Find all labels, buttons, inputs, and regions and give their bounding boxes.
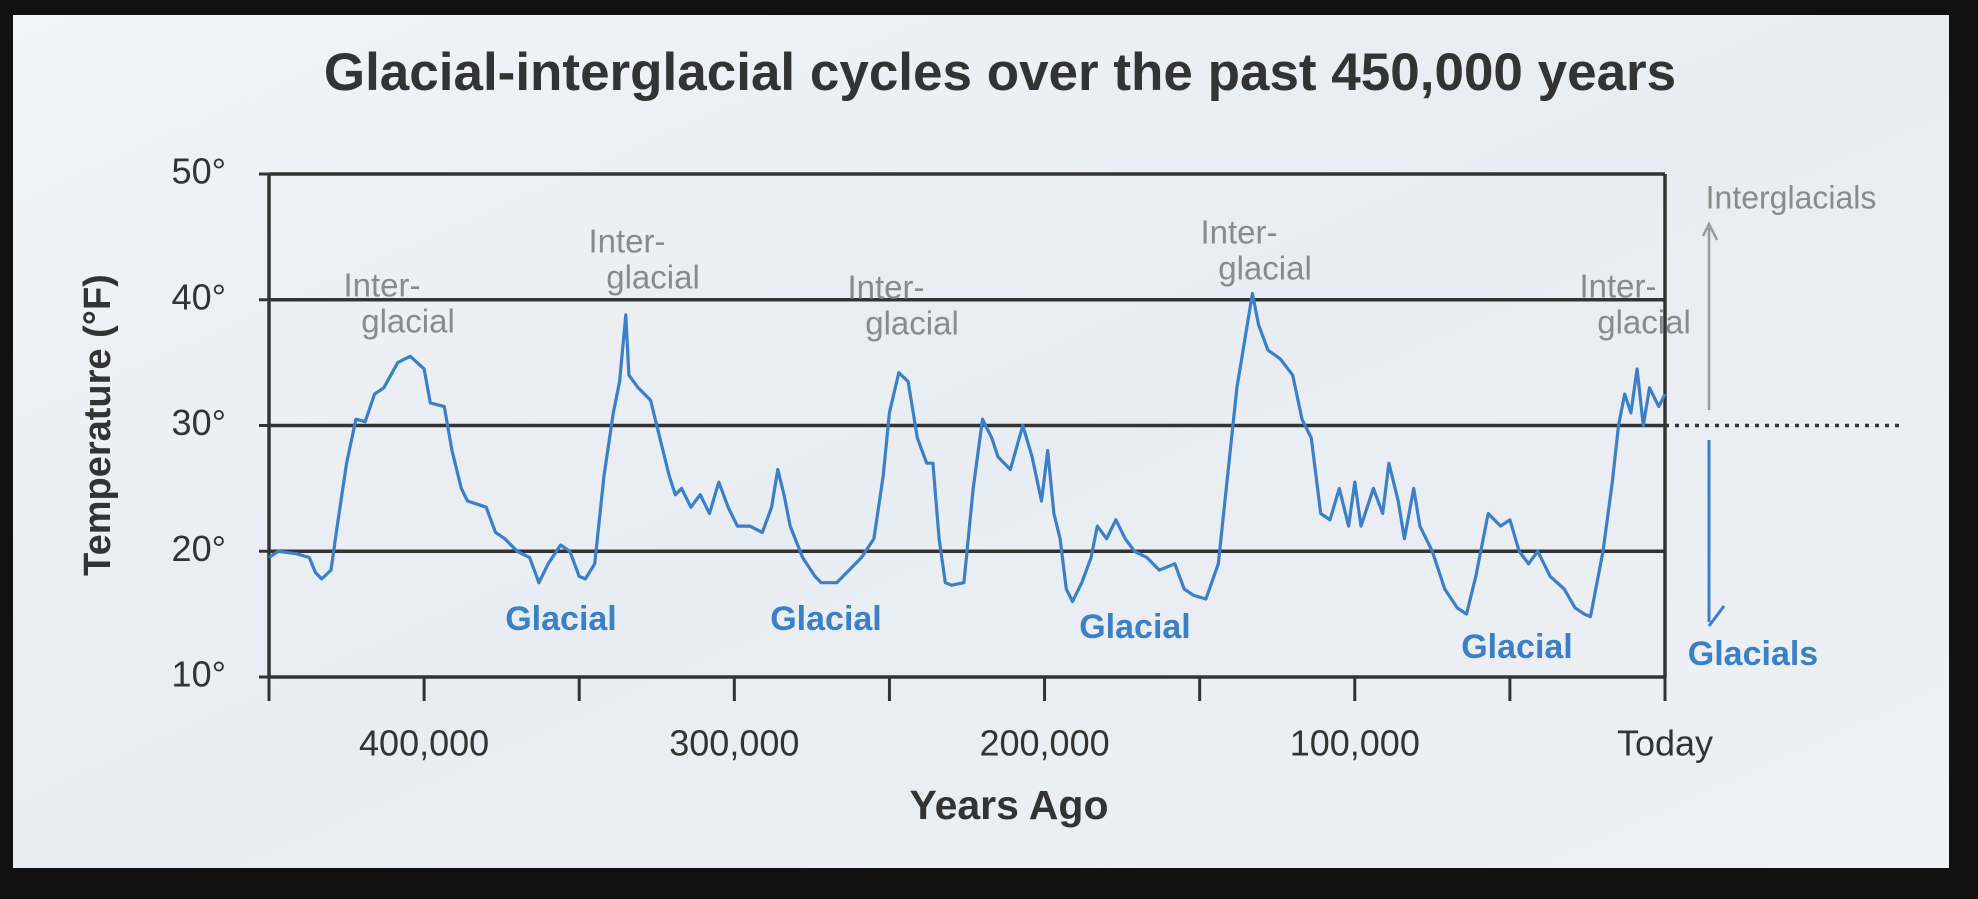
interglacial-label: Inter- (1579, 268, 1656, 305)
y-tick-label: 40° (172, 276, 226, 317)
x-tick-label: 400,000 (359, 723, 489, 764)
interglacial-label: glacial (865, 305, 959, 342)
interglacial-label: Inter- (588, 223, 665, 260)
interglacial-label: glacial (606, 259, 700, 296)
glacial-label: Glacial (770, 600, 882, 638)
x-axis-title: Years Ago (909, 782, 1108, 828)
x-tick-label: 300,000 (669, 723, 799, 764)
interglacial-label: glacial (1218, 250, 1312, 287)
glacial-label: Glacial (1461, 628, 1573, 666)
interglacial-label: glacial (1597, 304, 1691, 341)
interglacial-label: Inter- (343, 267, 420, 304)
down-arrow-head (1707, 605, 1726, 627)
y-tick-label: 50° (172, 151, 226, 192)
interglacial-label: Inter- (1200, 214, 1277, 251)
x-tick-label: 200,000 (979, 723, 1109, 764)
glacials-side-label: Glacials (1688, 635, 1818, 673)
glacial-label: Glacial (1079, 608, 1191, 646)
y-axis-title: Temperature (°F) (77, 274, 119, 576)
y-tick-label: 20° (172, 528, 226, 569)
y-tick-label: 30° (172, 402, 226, 443)
interglacial-label: Inter- (847, 269, 924, 306)
chart-title: Glacial-interglacial cycles over the pas… (324, 43, 1676, 102)
interglacial-label: glacial (361, 303, 455, 340)
temperature-line (268, 291, 1667, 619)
y-tick-label: 10° (172, 654, 226, 695)
up-arrow-head (1701, 221, 1719, 241)
x-tick-label: 100,000 (1290, 723, 1420, 764)
glacial-label: Glacial (505, 600, 617, 638)
interglacials-side-label: Interglacials (1706, 179, 1877, 215)
x-tick-label: Today (1617, 723, 1713, 764)
